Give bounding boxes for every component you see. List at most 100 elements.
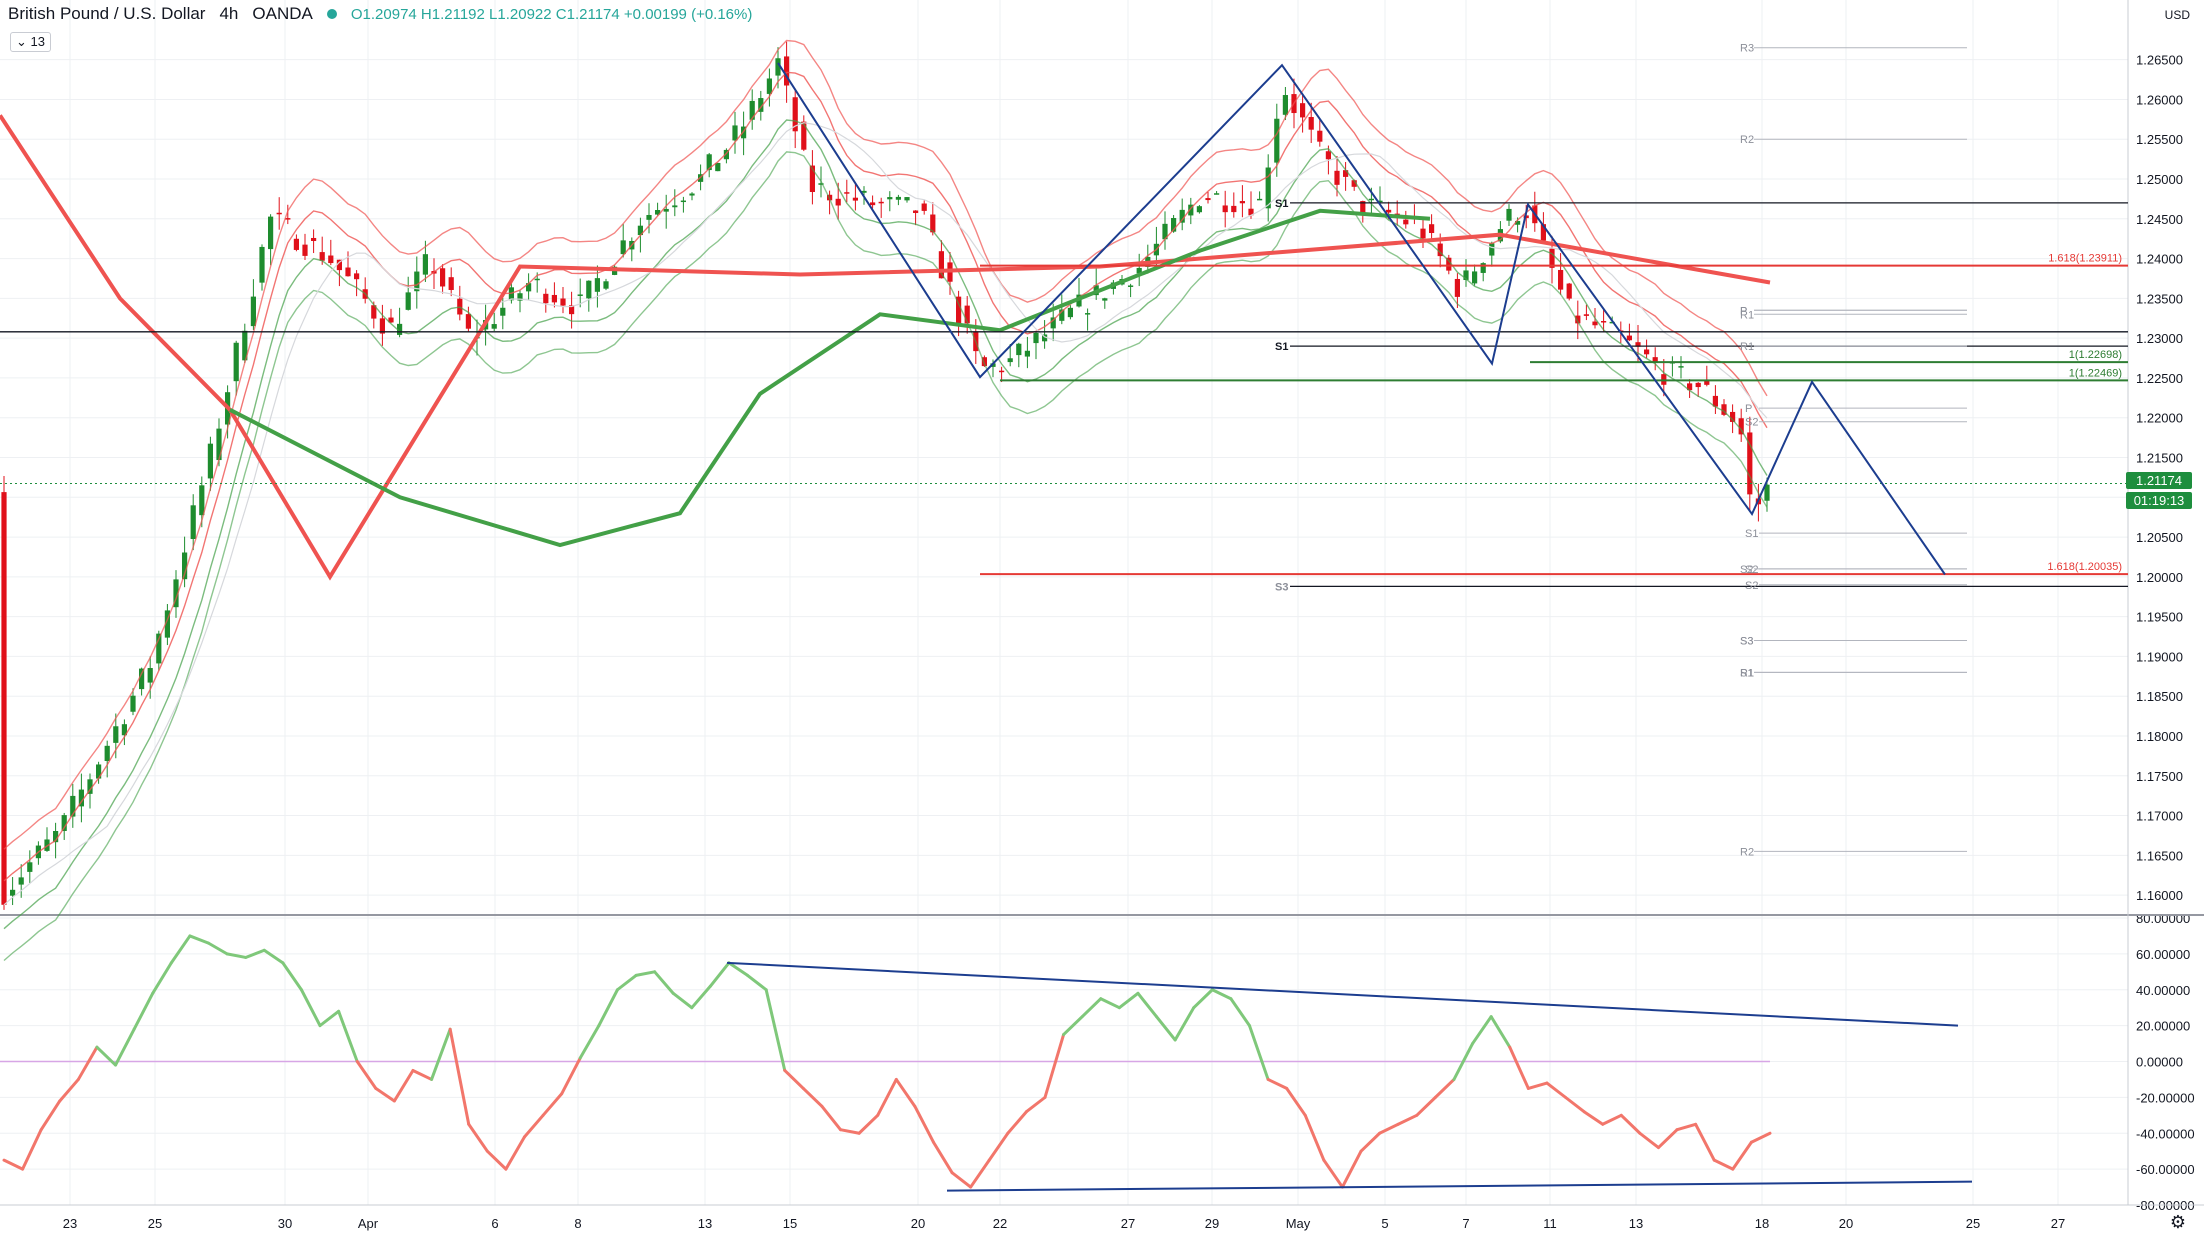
oscillator-segment: [2, 1158, 25, 1171]
candle-body: [156, 633, 162, 664]
candle-body: [1205, 198, 1211, 201]
oscillator-segment: [188, 934, 210, 945]
candle-body: [1257, 198, 1263, 201]
oscillator-segment: [615, 973, 638, 992]
candle-body: [500, 307, 506, 316]
candle-body: [921, 203, 927, 211]
candle-body: [293, 238, 299, 250]
candle-body: [603, 281, 609, 289]
candle-body: [1583, 314, 1589, 316]
candle-body: [551, 294, 557, 303]
candle-body: [887, 197, 893, 200]
pivot-label: S2: [1745, 417, 1758, 429]
candle-body: [1351, 180, 1357, 187]
candle-body: [835, 198, 841, 206]
candle-body: [448, 277, 454, 290]
osc-y-tick-label: 20.00000: [2136, 1019, 2190, 1034]
oscillator-segment: [727, 961, 750, 977]
oscillator-segment: [1508, 1045, 1530, 1090]
oscillator-segment: [876, 1077, 898, 1117]
candle-body: [1592, 321, 1598, 326]
x-tick-label: 18: [1755, 1216, 1769, 1231]
candle-body: [560, 298, 566, 306]
oscillator-segment: [392, 1068, 415, 1103]
pivot-label: R2: [1740, 846, 1754, 858]
candle-body: [732, 125, 738, 141]
oscillator-segment: [1062, 1015, 1084, 1037]
candle-body: [749, 100, 755, 120]
oscillator-segment: [820, 1104, 843, 1132]
candle-body: [663, 208, 669, 212]
candle-body: [689, 193, 695, 196]
candle-body: [379, 318, 385, 334]
close-value: C1.21174: [555, 5, 620, 23]
candle-body: [766, 78, 772, 94]
x-tick-label: 27: [1121, 1216, 1135, 1231]
chart-header: British Pound / U.S. Dollar 4h OANDA O1.…: [8, 4, 752, 24]
oscillator-segment: [1117, 991, 1140, 1010]
currency-label[interactable]: USD: [2164, 8, 2190, 22]
x-tick-label: 11: [1543, 1216, 1557, 1231]
oscillator-segment: [1452, 1042, 1475, 1081]
candle-body: [78, 789, 84, 807]
interval-label[interactable]: 4h: [219, 4, 239, 23]
candle-body: [1231, 205, 1237, 213]
gear-icon[interactable]: ⚙: [2169, 1212, 2186, 1232]
candle-body: [904, 197, 910, 201]
y-tick-label: 1.26500: [2136, 53, 2183, 68]
oscillator-segment: [1471, 1015, 1493, 1046]
oscillator-segment: [132, 991, 155, 1031]
oscillator-segment: [318, 1009, 341, 1028]
y-tick-label: 1.18500: [2136, 689, 2183, 704]
candle-body: [130, 695, 136, 712]
candle-body: [706, 154, 712, 171]
candle-body: [1325, 151, 1331, 160]
y-tick-label: 1.20000: [2136, 570, 2183, 585]
candle-body: [758, 98, 764, 112]
candle-body: [1472, 271, 1478, 284]
candle-body: [173, 579, 179, 608]
candle-body: [1171, 218, 1177, 232]
candle-body: [164, 610, 170, 638]
x-tick-label: 30: [278, 1216, 292, 1231]
candle-body: [577, 294, 583, 296]
candle-body: [852, 197, 858, 201]
indicator-toggle-button[interactable]: ⌄ 13: [10, 32, 51, 52]
candle-body: [956, 296, 962, 324]
candle-body: [1282, 95, 1288, 115]
osc-y-tick-label: -60.00000: [2136, 1162, 2195, 1177]
candle-body: [259, 246, 265, 283]
candle-body: [637, 225, 643, 236]
candle-body: [775, 58, 781, 76]
y-tick-label: 1.20500: [2136, 530, 2183, 545]
oscillator-segment: [1136, 991, 1159, 1019]
candle-body: [938, 251, 944, 279]
candle-body: [1626, 335, 1632, 341]
candle-body: [1558, 269, 1564, 290]
candle-body: [207, 443, 213, 479]
candle-body: [328, 255, 334, 264]
pivot-label: S3: [1275, 581, 1288, 593]
x-tick-label: Apr: [358, 1216, 379, 1231]
pivot-label: R1: [1740, 667, 1754, 679]
candle-body: [139, 668, 145, 690]
osc-trendline-lower: [946, 1180, 1973, 1192]
candle-body: [1377, 200, 1383, 203]
candle-body: [715, 162, 721, 172]
symbol-title[interactable]: British Pound / U.S. Dollar: [8, 4, 206, 23]
fib-level-label: 1.618(1.20035): [2047, 561, 2122, 573]
x-tick-label: 13: [1629, 1216, 1643, 1231]
oscillator-segment: [1731, 1140, 1753, 1171]
candle-body: [1704, 380, 1710, 385]
candle-body: [913, 210, 919, 214]
candle-body: [1678, 366, 1684, 368]
candle-body: [1695, 382, 1701, 388]
candle-body: [276, 212, 282, 215]
pivot-label: P: [1740, 305, 1747, 317]
candle-body: [646, 214, 652, 220]
candle-body: [1300, 103, 1306, 118]
market-status-icon: [326, 9, 337, 19]
oscillator-segment: [1526, 1081, 1549, 1090]
candle-body: [1635, 342, 1641, 347]
